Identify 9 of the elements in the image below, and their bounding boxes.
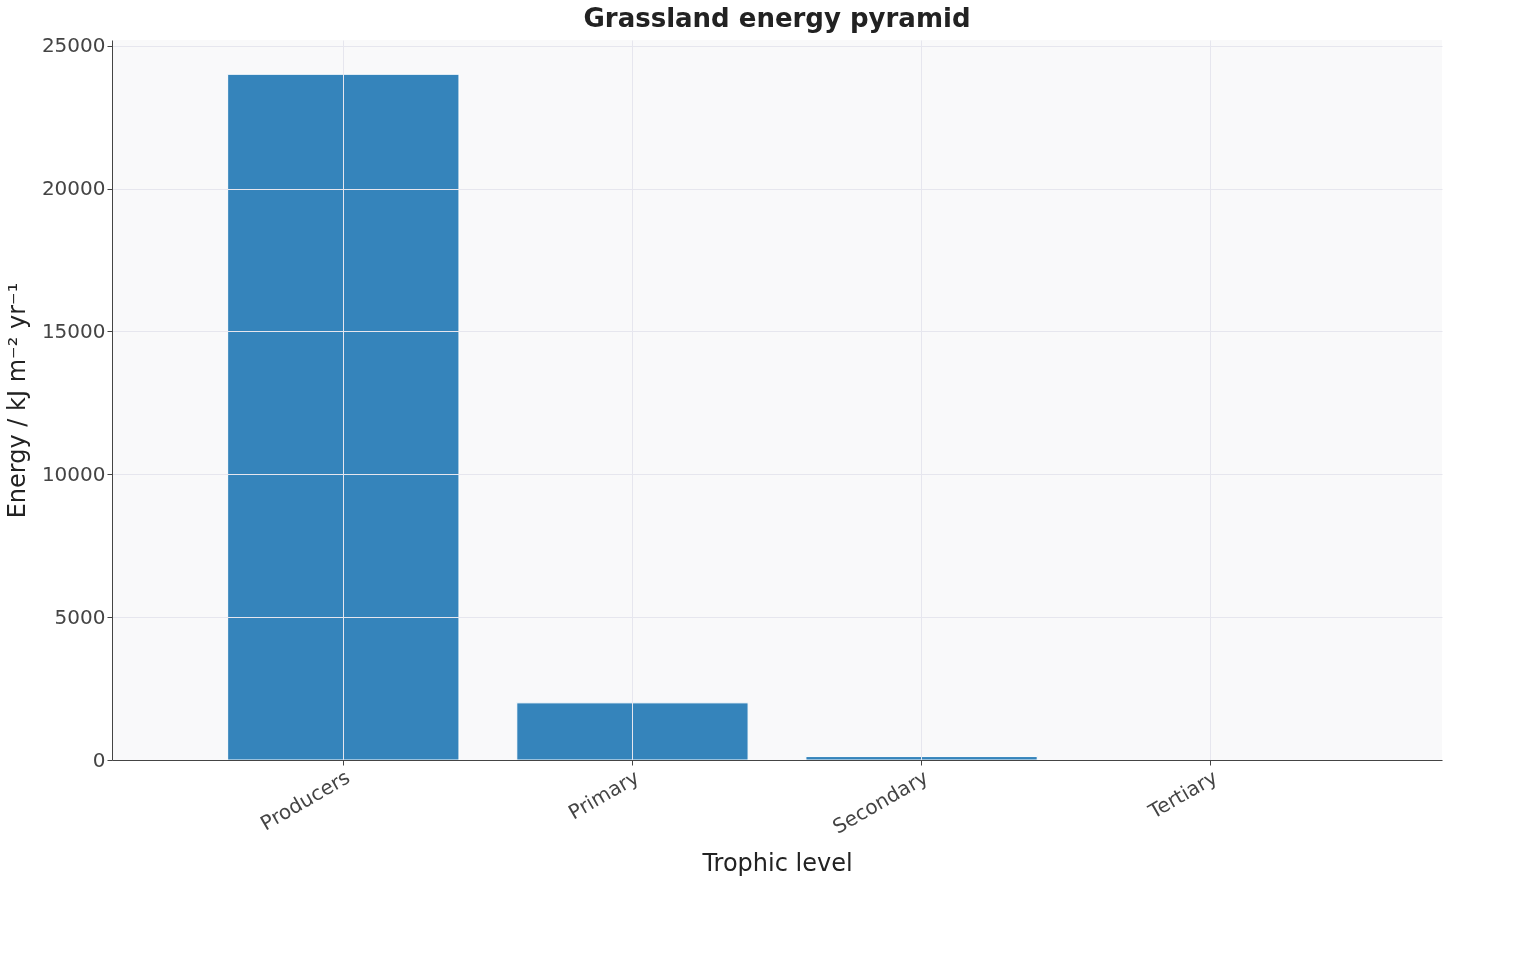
- y-tick-label: 5000: [54, 604, 106, 629]
- chart-title: Grassland energy pyramid: [583, 2, 971, 33]
- y-tick-label: 15000: [41, 318, 106, 343]
- x-axis-title: Trophic level: [701, 848, 853, 877]
- y-tick-label: 20000: [41, 176, 106, 201]
- y-tick-label: 25000: [41, 33, 106, 58]
- y-axis-title: Energy / kJ m⁻² yr⁻¹: [2, 282, 31, 519]
- y-tick-label: 0: [92, 747, 106, 772]
- y-tick-label: 10000: [41, 461, 106, 486]
